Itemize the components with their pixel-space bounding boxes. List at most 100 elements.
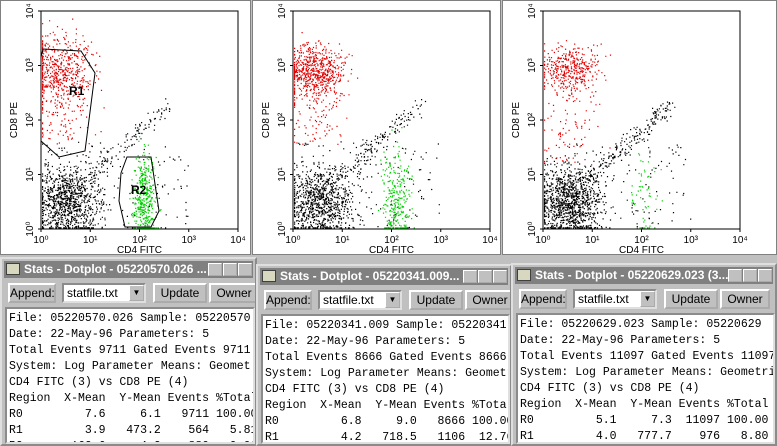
stats-line: System: Log Parameter Means: Geometr (265, 367, 510, 380)
gate-label: R2 (131, 183, 147, 197)
table-cell: R1 (520, 430, 534, 443)
append-button[interactable]: Append: (519, 289, 567, 309)
table-header-cell: X-Mean (320, 399, 362, 412)
x-tick-label: 10³ (434, 235, 449, 246)
table-header-cell: X-Mean (64, 392, 106, 405)
table-cell: R1 (9, 424, 23, 437)
stats-line: File: 05220570.026 Sample: 05220570 (9, 312, 251, 325)
y-tick-label: 10³ (527, 58, 538, 73)
x-axis-label: CD4 FITC (117, 245, 162, 255)
x-tick-label: 10⁴ (482, 235, 497, 246)
table-cell: 100.00 (471, 415, 510, 428)
table-cell: 473.2 (126, 424, 161, 437)
table-cell: 100.00 (215, 408, 255, 421)
table-header-cell: Y-Mean (119, 392, 161, 405)
table-cell: 5.1 (595, 414, 617, 427)
x-tick-label: 10⁴ (230, 235, 245, 246)
x-axis-label: CD4 FITC (619, 245, 664, 255)
table-cell: 4.2 (340, 431, 362, 444)
table-cell: 4.0 (595, 430, 617, 443)
x-tick-label: 10¹ (585, 235, 600, 246)
title-bar: Stats - Dotplot - 05220629.023 (3... (515, 267, 773, 284)
table-cell: 6.8 (340, 415, 362, 428)
update-button[interactable]: Update (409, 290, 463, 310)
owner-button[interactable]: Owner (720, 289, 770, 309)
y-tick-label: 10¹ (277, 167, 288, 182)
file-combo[interactable]: statfile.txt ▼ (62, 283, 146, 303)
close-button[interactable] (238, 263, 252, 276)
table-cell: 1106 (437, 431, 466, 444)
maximize-button[interactable] (223, 263, 237, 276)
y-tick-label: 10¹ (25, 167, 36, 182)
title-bar: Stats - Dotplot - 05220570.026 ... (4, 261, 253, 278)
table-header-cell: %Total (726, 398, 769, 411)
table-cell: 880 (149, 439, 209, 442)
y-tick-label: 10⁰ (527, 221, 538, 236)
file-combo[interactable]: statfile.txt ▼ (318, 290, 402, 310)
owner-button[interactable]: Owner (465, 290, 510, 310)
x-tick-label: 10⁰ (285, 235, 300, 246)
table-header-cell: Y-Mean (630, 398, 672, 411)
stats-window: Stats - Dotplot - 05220629.023 (3... Appe… (511, 263, 777, 446)
y-tick-label: 10² (25, 112, 36, 127)
table-cell: 9.06 (197, 439, 253, 442)
y-axis-label: CD8 PE (9, 102, 20, 138)
title-bar: Stats - Dotplot - 05220341.009... (260, 268, 508, 285)
x-tick-label: 10¹ (335, 235, 350, 246)
title-buttons (208, 261, 253, 278)
table-header-cell: Events (678, 398, 721, 411)
table-header-cell: X-Mean (575, 398, 617, 411)
minimize-button[interactable] (208, 263, 222, 276)
table-cell: 7.3 (651, 414, 672, 427)
table-cell: 8666 (437, 415, 466, 428)
table-cell: 6.1 (140, 408, 161, 421)
gate-r1 (40, 48, 96, 158)
table-header-cell: Region (520, 398, 562, 411)
x-tick-label: 10⁰ (535, 235, 550, 246)
stats-line: Date: 22-May-96 Parameters: 5 (265, 335, 466, 348)
plot-frame (292, 10, 491, 230)
events-red (544, 40, 612, 166)
y-tick-label: 10³ (25, 58, 36, 73)
minimize-button[interactable] (728, 269, 742, 282)
combo-arrow: ▼ (129, 285, 144, 301)
maximize-button[interactable] (478, 270, 492, 283)
y-axis-label: CD8 PE (511, 102, 522, 138)
update-button[interactable]: Update (153, 283, 207, 303)
table-cell: 976 (699, 430, 721, 443)
x-tick-label: 10³ (182, 235, 197, 246)
append-button[interactable]: Append: (264, 290, 312, 310)
x-tick-label: 10² (634, 235, 649, 246)
table-header-cell: Region (265, 399, 307, 412)
y-tick-label: 10³ (277, 58, 288, 73)
window-title: Stats - Dotplot - 05220341.009... (280, 269, 460, 283)
events-black (294, 99, 440, 229)
events-black (544, 101, 692, 229)
update-button[interactable]: Update (664, 289, 718, 309)
gate-label: R1 (69, 84, 85, 98)
window-icon (517, 269, 531, 281)
table-cell: 11097 (685, 414, 721, 427)
owner-button[interactable]: Owner (209, 283, 255, 303)
stats-text: File: 05220629.023 Sample: 05220629 Date:… (516, 313, 775, 444)
events-green (631, 153, 663, 229)
maximize-button[interactable] (743, 269, 757, 282)
table-cell: 5.81 (229, 424, 255, 437)
x-tick-label: 10¹ (83, 235, 98, 246)
events-green (377, 127, 415, 229)
stats-line: File: 05220341.009 Sample: 05220341 (265, 319, 507, 332)
table-cell: 100.00 (726, 414, 769, 427)
stats-line: File: 05220629.023 Sample: 05220629 (520, 318, 762, 331)
table-cell: R0 (9, 408, 23, 421)
file-combo[interactable]: statfile.txt ▼ (573, 289, 657, 309)
minimize-button[interactable] (463, 270, 477, 283)
append-button[interactable]: Append: (8, 283, 56, 303)
table-header-cell: Y-Mean (375, 399, 417, 412)
x-tick-label: 10² (384, 235, 399, 246)
close-button[interactable] (758, 269, 772, 282)
x-tick-label: 10⁴ (732, 235, 747, 246)
window-icon (6, 263, 20, 275)
title-buttons (728, 267, 773, 284)
close-button[interactable] (493, 270, 507, 283)
